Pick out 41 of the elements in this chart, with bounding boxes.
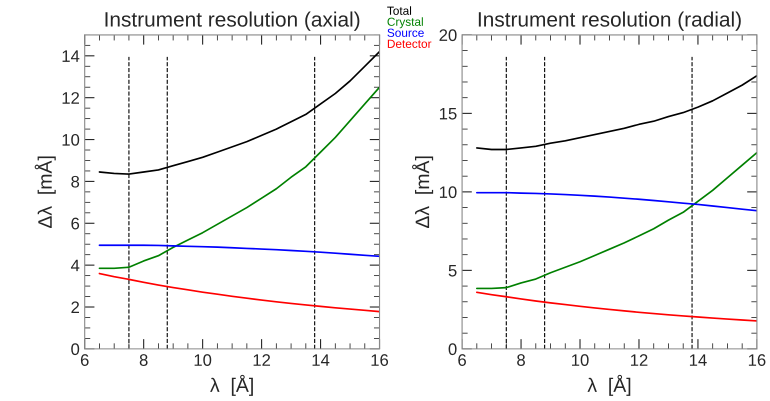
line-series (98, 272, 380, 312)
x-tick-label: 10 (194, 354, 212, 366)
x-tick-label: 10 (572, 354, 589, 366)
y-tick-label: 14 (62, 50, 80, 62)
y-tick-label: 5 (448, 264, 457, 277)
text: Source (387, 28, 424, 37)
y-tick-label: 10 (62, 134, 80, 146)
line-series (476, 292, 757, 322)
line-series (476, 192, 757, 212)
x-tick-label: 14 (312, 354, 330, 366)
chart-title: Instrument resolution (axial) (106, 11, 360, 31)
y-tick-label: 10 (440, 186, 457, 198)
text: Detector (388, 40, 432, 48)
y-tick-label: 15 (440, 108, 457, 120)
y-tick-label: 2 (71, 301, 80, 314)
y-tick-label: 4 (70, 260, 80, 272)
line-series (98, 244, 380, 258)
x-tick-label: 12 (254, 354, 270, 366)
y-axis-title: Δλ [mÅ] (34, 156, 56, 228)
line-series (476, 152, 757, 290)
y-tick-label: 0 (71, 343, 80, 356)
x-tick-label: 8 (140, 354, 148, 366)
y-tick-label: 6 (71, 218, 80, 230)
chart-title: Instrument resolution (radial) (478, 11, 741, 31)
text: Total (387, 6, 412, 15)
x-tick-label: 16 (748, 354, 766, 366)
y-tick-label: 8 (71, 176, 80, 188)
y-axis-title: Δλ [mÅ] (412, 156, 434, 228)
x-tick-label: 6 (458, 354, 466, 366)
x-tick-label: 6 (80, 354, 89, 366)
text: Crystal (388, 17, 423, 28)
y-tick-label: 20 (440, 29, 457, 42)
x-axis-title: λ [Å] (587, 374, 630, 396)
y-tick-label: 12 (62, 92, 80, 104)
line-series (98, 86, 380, 270)
x-tick-label: 14 (690, 354, 707, 366)
x-tick-label: 12 (630, 354, 648, 366)
x-axis-title: λ [Å] (210, 374, 253, 396)
x-tick-label: 16 (372, 354, 388, 366)
x-tick-label: 8 (517, 354, 525, 366)
y-tick-label: 0 (448, 343, 457, 356)
